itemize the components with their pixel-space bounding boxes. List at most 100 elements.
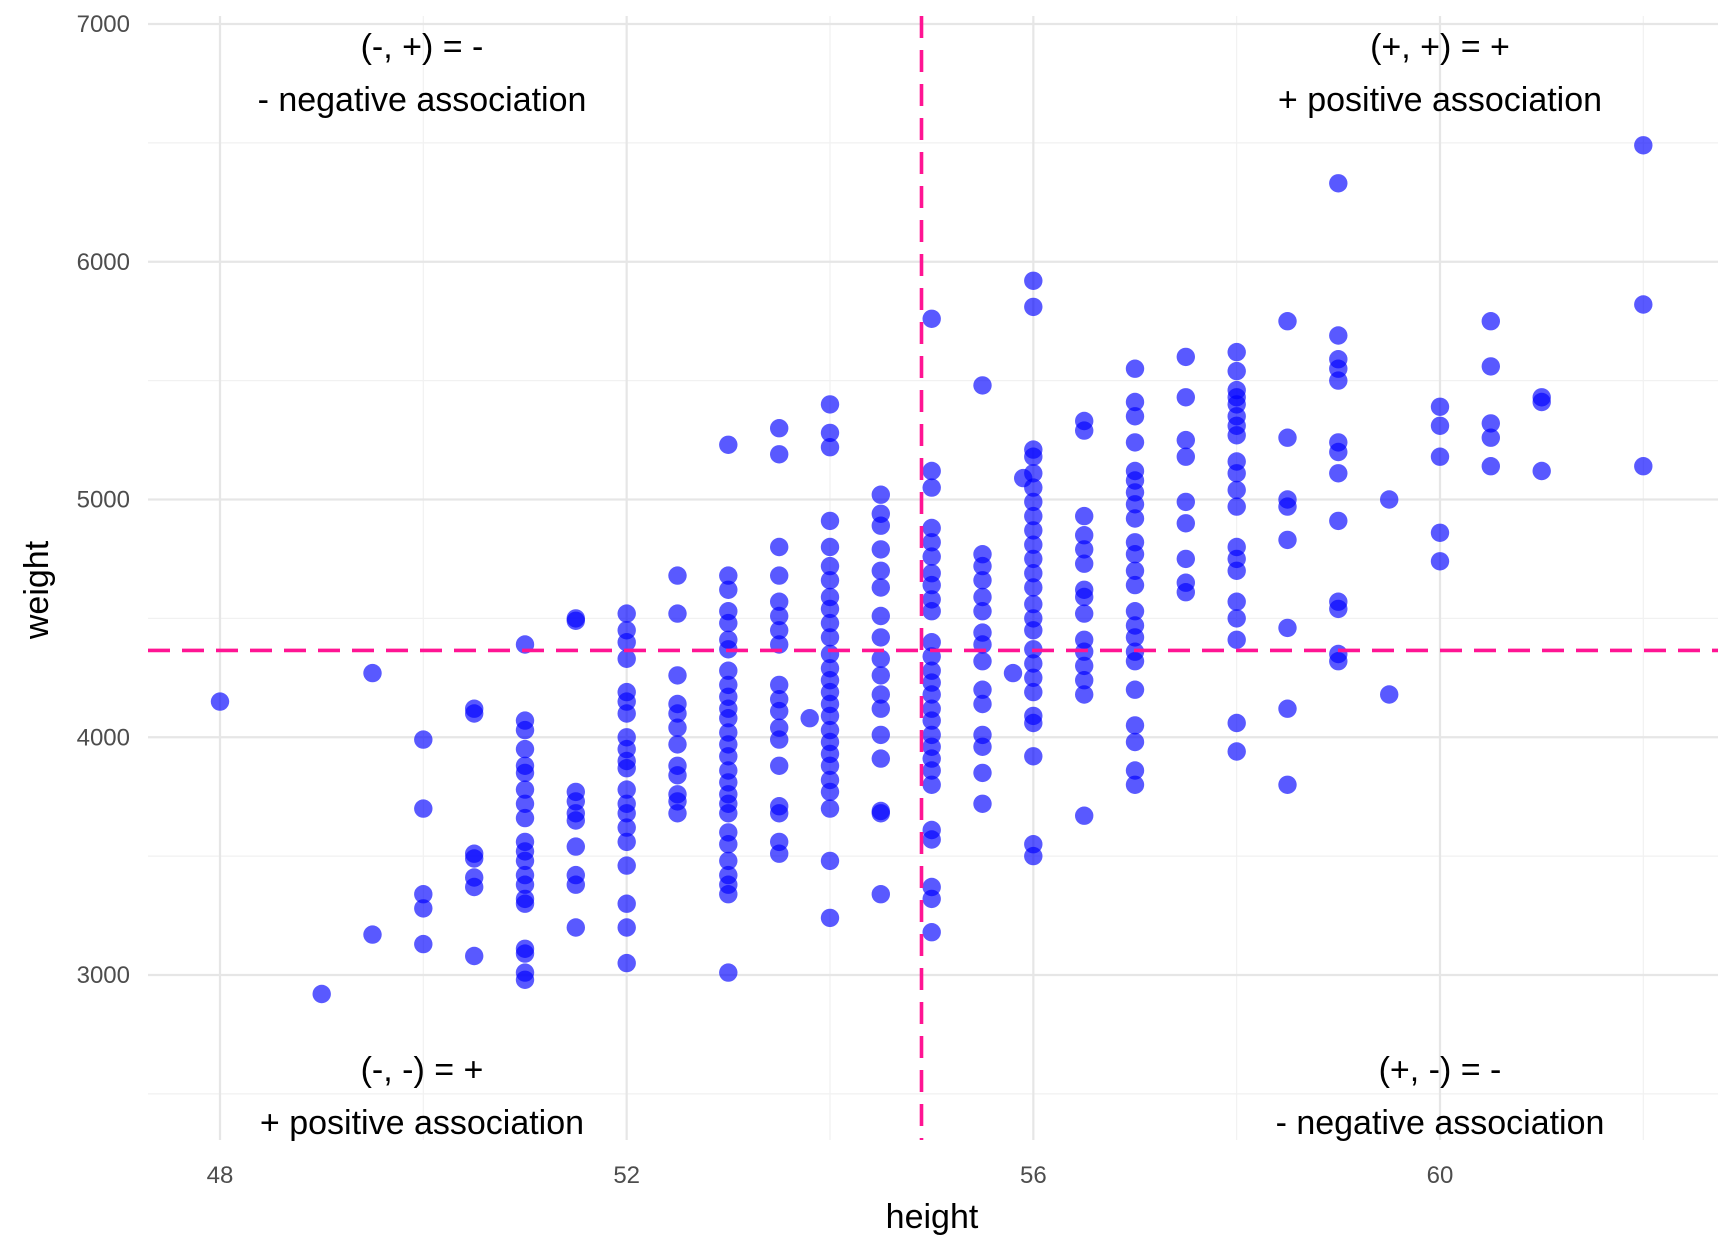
data-point — [1227, 713, 1246, 733]
data-point — [770, 844, 789, 863]
data-point — [1532, 392, 1551, 412]
data-point — [871, 516, 890, 535]
data-point — [820, 628, 840, 647]
quadrant-sign-label: (-, -) = + — [361, 1051, 484, 1089]
data-point — [566, 918, 585, 937]
data-point — [820, 613, 840, 633]
data-point — [820, 438, 840, 457]
data-point — [1125, 495, 1145, 514]
data-point — [719, 661, 738, 680]
data-point — [973, 376, 992, 395]
data-point — [719, 613, 738, 633]
data-point — [922, 533, 941, 552]
data-point — [820, 599, 840, 619]
data-point — [1125, 509, 1145, 528]
data-point — [1024, 682, 1043, 702]
data-point — [1125, 407, 1145, 426]
data-point — [668, 735, 687, 754]
data-point — [1075, 671, 1094, 690]
data-point — [617, 818, 636, 837]
data-point — [1125, 545, 1145, 564]
data-point — [1024, 297, 1043, 317]
data-point — [770, 566, 789, 585]
data-point — [465, 849, 484, 868]
data-point — [922, 923, 941, 942]
data-point — [1075, 656, 1094, 676]
data-point — [617, 856, 636, 875]
data-point — [1481, 312, 1501, 331]
data-point — [617, 704, 636, 723]
data-point — [1075, 604, 1094, 623]
data-point — [617, 780, 636, 799]
data-point — [1024, 464, 1043, 483]
data-point — [414, 899, 433, 918]
data-point — [1125, 680, 1145, 699]
data-point — [820, 782, 840, 802]
data-point — [515, 739, 535, 759]
data-point — [820, 556, 840, 576]
data-point — [1481, 428, 1501, 447]
data-point — [1176, 492, 1196, 512]
data-point — [668, 666, 687, 685]
data-point — [719, 435, 738, 454]
data-point — [1024, 478, 1043, 497]
data-point — [820, 395, 840, 414]
data-point — [719, 885, 738, 904]
data-point — [871, 606, 890, 626]
data-point — [465, 704, 484, 723]
data-point — [515, 720, 535, 740]
data-point — [1024, 846, 1043, 866]
axis-ticks: 48 52 56 60 3000 4000 5000 6000 7000 — [77, 11, 1454, 1189]
quadrant-sign-label: (-, +) = - — [361, 28, 484, 66]
data-point — [1176, 514, 1196, 533]
data-point — [566, 611, 585, 630]
data-point — [1024, 578, 1043, 597]
data-point — [922, 633, 941, 652]
x-tick-label: 56 — [1020, 1162, 1047, 1189]
data-point — [719, 804, 738, 823]
quadrant-association-label: - negative association — [1276, 1104, 1605, 1142]
data-point — [1430, 523, 1450, 542]
data-point — [1634, 136, 1653, 155]
data-point — [820, 851, 840, 871]
y-axis-title: weight — [18, 540, 56, 640]
data-point — [566, 837, 585, 856]
data-point — [820, 756, 840, 775]
data-point — [465, 946, 484, 966]
data-point — [668, 604, 687, 623]
data-point — [1481, 357, 1501, 376]
quadrant-annotations: (-, +) = - - negative association (+, +) =… — [258, 28, 1605, 1142]
data-point — [973, 556, 992, 576]
data-point — [820, 423, 840, 443]
quadrant-association-label: + positive association — [1278, 81, 1602, 119]
data-point — [1075, 554, 1094, 573]
data-point — [820, 706, 840, 726]
data-point — [617, 832, 636, 852]
data-point — [719, 835, 738, 854]
data-point — [1176, 430, 1196, 450]
data-point — [1227, 361, 1246, 381]
data-point — [1125, 775, 1145, 794]
data-point — [1634, 295, 1653, 314]
data-point — [1125, 761, 1145, 780]
data-point — [1024, 506, 1043, 526]
data-point — [1125, 359, 1145, 378]
x-axis-title: height — [886, 1198, 979, 1236]
data-point — [1278, 699, 1297, 718]
data-point — [922, 602, 941, 621]
data-point — [1430, 447, 1450, 466]
data-point — [1227, 426, 1246, 445]
data-point — [719, 580, 738, 599]
data-point — [210, 692, 230, 711]
data-point — [770, 445, 789, 464]
data-point — [1024, 447, 1043, 466]
data-point — [820, 799, 840, 818]
data-point — [1227, 630, 1246, 649]
data-point — [414, 885, 433, 904]
data-point — [1125, 433, 1145, 452]
data-point — [1024, 747, 1043, 766]
quadrant-sign-label: (+, -) = - — [1379, 1051, 1502, 1089]
data-point — [1125, 652, 1145, 671]
data-point — [1024, 521, 1043, 540]
x-tick-label: 52 — [613, 1162, 640, 1189]
